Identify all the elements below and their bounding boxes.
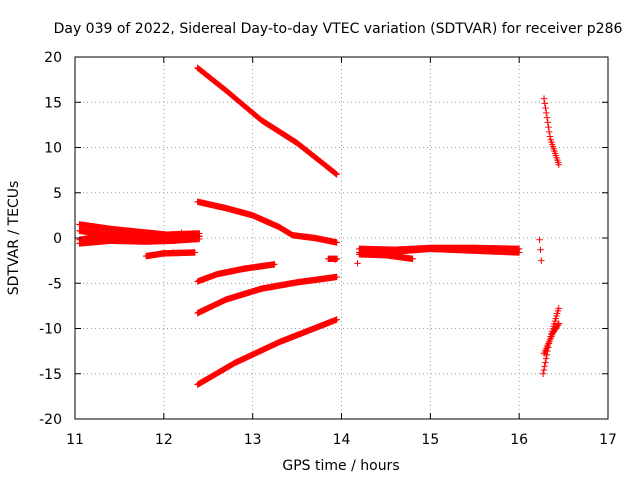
data-point xyxy=(191,249,199,256)
y-tick-label: 0 xyxy=(53,231,62,247)
axis-ticks xyxy=(74,56,609,420)
data-point xyxy=(271,261,278,268)
data-point xyxy=(555,161,563,168)
series-track xyxy=(540,95,563,168)
data-point xyxy=(409,255,416,263)
data-point xyxy=(555,305,562,312)
data-point xyxy=(542,104,549,112)
x-tick-label: 12 xyxy=(155,432,173,448)
series-track xyxy=(356,245,523,256)
data-point xyxy=(545,123,552,131)
data-point xyxy=(196,230,203,237)
isolated-points xyxy=(169,229,545,267)
data-point xyxy=(546,133,554,140)
data-point xyxy=(333,316,340,323)
series-track xyxy=(194,273,340,317)
x-axis-label: GPS time / hours xyxy=(282,458,399,474)
data-point xyxy=(543,109,550,117)
data-point xyxy=(544,119,551,126)
data-point xyxy=(178,229,185,236)
y-tick-label: 10 xyxy=(44,141,62,157)
data-marks xyxy=(76,64,563,388)
data-point xyxy=(332,256,339,263)
data-point xyxy=(332,170,340,178)
y-tick-label: -5 xyxy=(48,276,62,292)
data-point xyxy=(538,257,545,264)
y-tick-label: -15 xyxy=(39,367,62,383)
data-point xyxy=(189,230,197,237)
data-point xyxy=(332,170,339,177)
series-track xyxy=(76,235,203,247)
data-point xyxy=(169,249,176,256)
series-track xyxy=(194,316,340,388)
data-point xyxy=(327,255,335,263)
series-track xyxy=(194,198,340,246)
y-tick-label: 5 xyxy=(53,186,62,202)
tick-labels: 11 12 13 14 15 16 17 20 15 10 5 0 -5 -10 -15 -20 xyxy=(39,50,617,448)
data-point xyxy=(196,235,203,243)
y-tick-label: 15 xyxy=(44,95,62,111)
data-point xyxy=(554,321,562,328)
x-tick-label: 14 xyxy=(333,432,351,448)
data-point xyxy=(354,260,361,267)
series-track xyxy=(540,320,563,358)
data-point xyxy=(333,273,340,281)
data-point xyxy=(539,370,547,377)
data-point xyxy=(542,355,550,362)
x-tick-label: 11 xyxy=(66,432,84,448)
chart-title: Day 039 of 2022, Sidereal Day-to-day VTE… xyxy=(54,21,623,37)
data-point xyxy=(333,171,340,178)
x-tick-label: 16 xyxy=(510,432,528,448)
x-tick-label: 17 xyxy=(599,432,617,448)
series-track xyxy=(76,230,203,244)
data-point xyxy=(555,320,563,327)
data-point xyxy=(541,100,548,107)
y-tick-label: -20 xyxy=(39,412,62,428)
y-tick-label: 20 xyxy=(44,50,62,66)
y-axis-label: SDTVAR / TECUs xyxy=(6,181,22,296)
data-point xyxy=(333,239,340,246)
series-track xyxy=(142,249,199,260)
data-point xyxy=(537,246,544,253)
x-tick-label: 13 xyxy=(244,432,262,448)
data-point xyxy=(541,363,548,370)
series-track xyxy=(194,64,340,178)
x-tick-label: 15 xyxy=(421,432,439,448)
data-point xyxy=(540,95,548,102)
series-track xyxy=(356,251,416,263)
data-point xyxy=(536,236,543,244)
y-tick-label: -10 xyxy=(39,322,62,338)
series-track xyxy=(194,261,278,285)
data-point xyxy=(540,366,548,374)
data-point xyxy=(542,359,549,366)
data-point xyxy=(543,114,551,121)
data-point xyxy=(515,249,523,256)
data-point xyxy=(546,128,553,136)
